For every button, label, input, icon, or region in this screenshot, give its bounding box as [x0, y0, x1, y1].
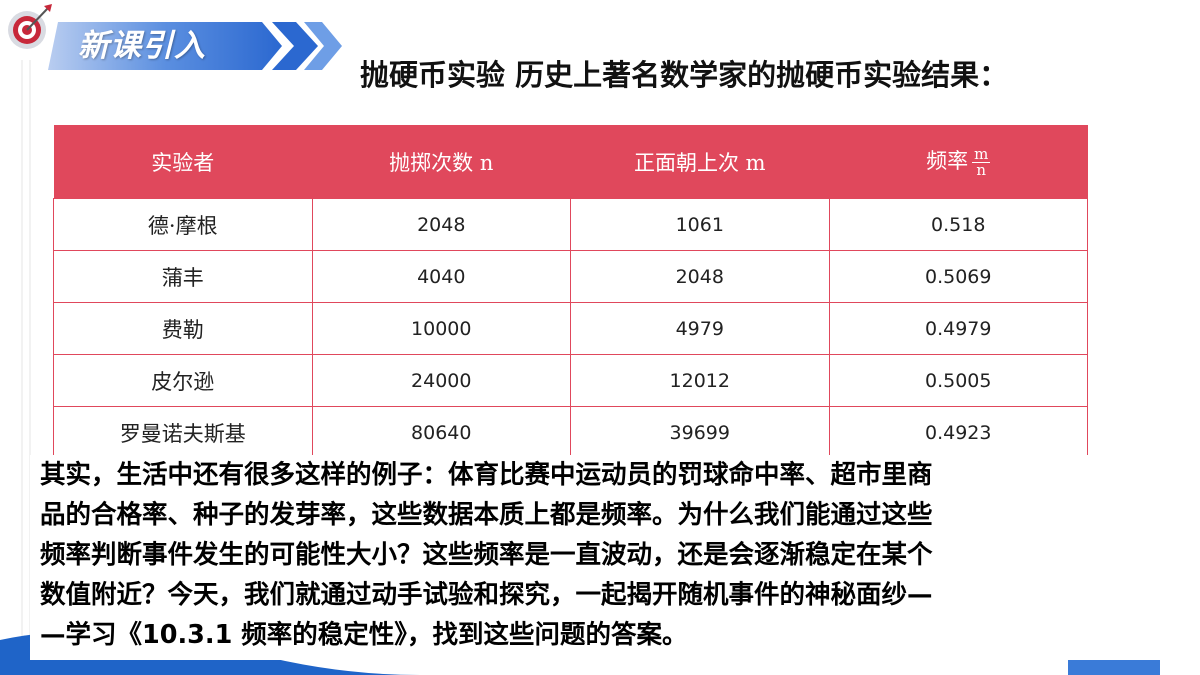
paragraph-line: —学习《10.3.1 频率的稳定性》，找到这些问题的答案。 [40, 620, 688, 650]
name-cell: 德·摩根 [53, 198, 313, 251]
chevron [272, 22, 318, 70]
name-cell: 蒲丰 [53, 250, 313, 303]
chevron [304, 22, 342, 70]
name-cell: 罗曼诺夫斯基 [53, 406, 313, 459]
header-text: 频率 [926, 149, 969, 173]
badge [48, 22, 282, 70]
numerator: m [972, 145, 991, 163]
paragraph-line: 数值附近？今天，我们就通过动手试验和探究，一起揭开随机事件的神秘面纱— [40, 580, 933, 610]
slide-title: 抛硬币实验 历史上著名数学家的抛硬币实验结果： [360, 58, 1009, 92]
number-cell: 24000 [311, 354, 571, 407]
number-cell: 0.4923 [828, 406, 1088, 459]
table-row: 德·摩根 2048 1061 0.518 [53, 198, 1088, 251]
number-cell: 1061 [570, 198, 830, 251]
table-row: 蒲丰 4040 2048 0.5069 [53, 250, 1088, 303]
badge-text: 新课引入 [78, 28, 206, 64]
number-cell: 0.518 [828, 198, 1088, 251]
table-row: 皮尔逊 24000 12012 0.5005 [53, 354, 1088, 407]
number-cell: 2048 [311, 198, 571, 251]
table-row: 费勒 10000 4979 0.4979 [53, 302, 1088, 355]
denominator: n [976, 161, 987, 179]
number-cell: 80640 [311, 406, 571, 459]
results-table: 实验者 抛掷次数 n 正面朝上次 m 频率 m n 德·摩根 2048 1061 0.518 蒲丰… [53, 125, 1088, 459]
header-text: 抛掷次数 n [389, 150, 494, 175]
number-cell: 4040 [311, 250, 571, 303]
number-cell: 39699 [570, 406, 830, 459]
number-cell: 12012 [570, 354, 830, 407]
target-icon [8, 4, 52, 49]
header-cell: 抛掷次数 n [312, 125, 571, 199]
number-cell: 0.4979 [828, 302, 1088, 355]
header-cell: 实验者 [53, 125, 312, 199]
text-box [30, 455, 1180, 660]
header-row: 实验者 抛掷次数 n 正面朝上次 m 频率 m n [53, 125, 1088, 199]
header-text: 实验者 [151, 150, 215, 175]
header-cell: 正面朝上次 m [570, 125, 829, 199]
number-cell: 0.5005 [828, 354, 1088, 407]
number-cell: 10000 [311, 302, 571, 355]
header-text: 正面朝上次 m [633, 150, 766, 175]
name-cell: 费勒 [53, 302, 313, 355]
number-cell: 2048 [570, 250, 830, 303]
number-cell: 4979 [570, 302, 830, 355]
header-cell: 频率 m n [829, 125, 1088, 199]
table-row: 罗曼诺夫斯基 80640 39699 0.4923 [53, 406, 1088, 459]
paragraph: 其实，生活中还有很多这样的例子：体育比赛中运动员的罚球命中率、超市里商 品的合格率… [40, 455, 1190, 655]
paragraph-line: 品的合格率、种子的发芽率，这些数据本质上都是频率。为什么我们能通过这些 [40, 500, 933, 530]
paragraph-line: 频率判断事件发生的可能性大小？这些频率是一直波动，还是会逐渐稳定在某个 [40, 540, 933, 570]
name-cell: 皮尔逊 [53, 354, 313, 407]
number-cell: 0.5069 [828, 250, 1088, 303]
paragraph-line: 其实，生活中还有很多这样的例子：体育比赛中运动员的罚球命中率、超市里商 [40, 460, 933, 490]
